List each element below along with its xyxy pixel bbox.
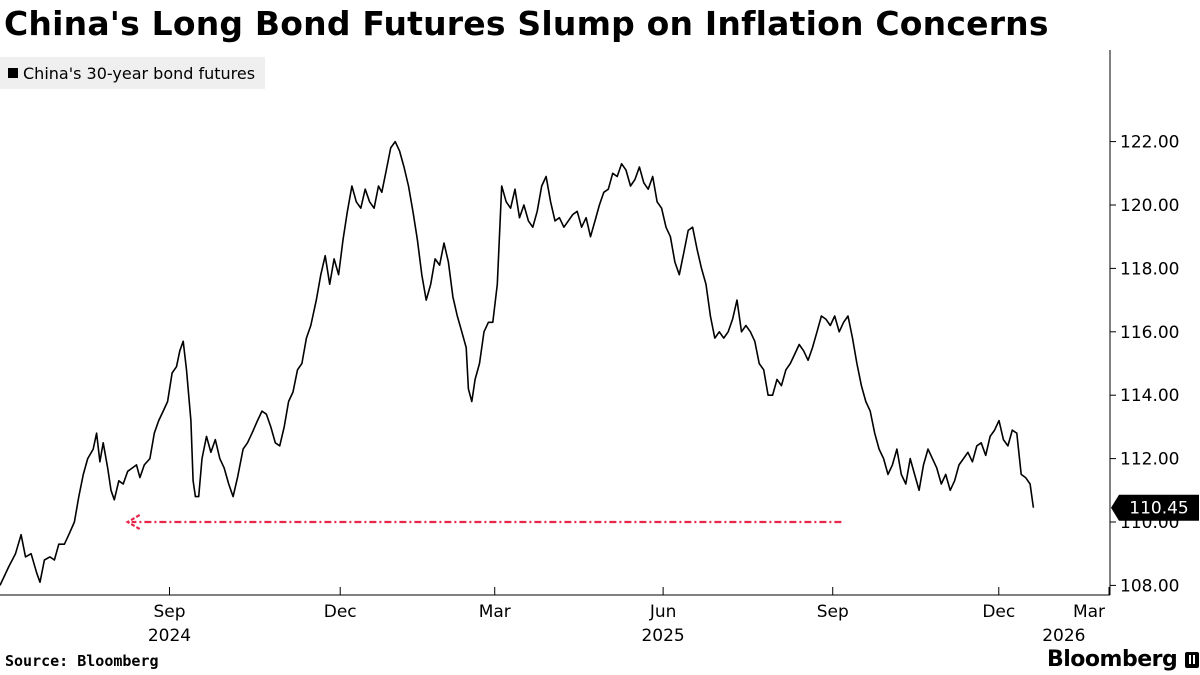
legend: China's 30-year bond futures <box>0 57 266 89</box>
bloomberg-logo: Bloomberg <box>1047 647 1200 672</box>
x-tick-label-1: Dec <box>324 602 357 622</box>
year-label-2024: 2024 <box>148 626 191 646</box>
y-tick-label-6: 120.00 <box>1120 196 1179 216</box>
y-tick-label-2: 112.00 <box>1120 450 1179 470</box>
logo-text: Bloomberg <box>1047 647 1178 672</box>
legend-label: China's 30-year bond futures <box>23 63 256 83</box>
source-note: Source: Bloomberg <box>5 652 159 670</box>
x-tick-label-5: Dec <box>982 602 1015 622</box>
legend-swatch <box>8 68 18 78</box>
annotation-arrowhead <box>125 514 141 530</box>
x-tick-label-4: Sep <box>817 602 849 622</box>
year-label-2026: 2026 <box>1042 626 1085 646</box>
x-tick-label-2: Mar <box>479 602 511 622</box>
last-value-label: 110.45 <box>1129 499 1188 519</box>
y-tick-label-7: 122.00 <box>1120 133 1179 153</box>
year-label-2025: 2025 <box>641 626 684 646</box>
last-value-badge <box>1111 494 1199 521</box>
x-tick-label-3: Jun <box>649 602 677 622</box>
bloomberg-terminal-icon <box>1185 651 1200 668</box>
x-tick-label-6: Mar <box>1073 602 1105 622</box>
y-tick-label-0: 108.00 <box>1120 576 1179 596</box>
x-tick-label-0: Sep <box>153 602 185 622</box>
series-line <box>0 140 1035 586</box>
y-tick-label-5: 118.00 <box>1120 259 1179 279</box>
y-tick-label-3: 114.00 <box>1120 386 1179 406</box>
chart-title: China's Long Bond Futures Slump on Infla… <box>4 4 1049 43</box>
y-tick-label-4: 116.00 <box>1120 323 1179 343</box>
